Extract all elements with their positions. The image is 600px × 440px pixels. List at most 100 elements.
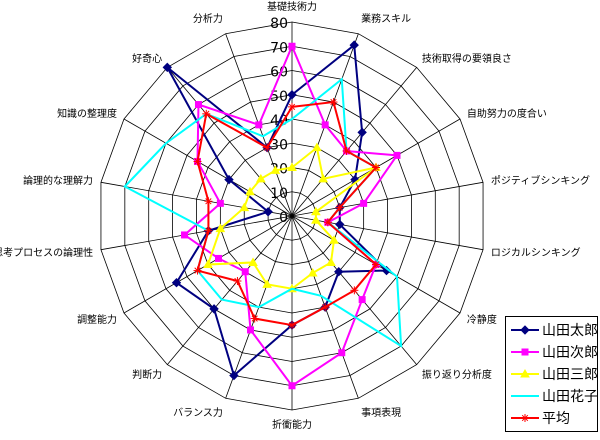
data-point xyxy=(329,235,339,244)
data-point xyxy=(263,207,273,217)
radar-grid xyxy=(100,21,484,411)
axis-label: 業務スキル xyxy=(361,12,411,25)
data-point xyxy=(229,370,239,381)
data-point xyxy=(245,186,255,196)
legend-marker-2 xyxy=(511,368,539,378)
legend-item-series-0: 山田太郎 xyxy=(510,319,598,341)
data-point xyxy=(270,165,281,174)
legend-item-series-2: 山田三郎 xyxy=(510,363,598,385)
data-point xyxy=(326,257,336,266)
data-point xyxy=(312,142,322,152)
data-point xyxy=(358,296,366,304)
data-point xyxy=(335,203,344,212)
data-point xyxy=(521,414,529,422)
data-point xyxy=(321,303,330,312)
data-point xyxy=(204,197,213,206)
data-point xyxy=(255,173,266,183)
data-point xyxy=(360,199,368,207)
data-point xyxy=(311,206,321,216)
axis-label: 分析力 xyxy=(193,12,223,25)
grid-spoke xyxy=(123,118,293,217)
legend-marker-3 xyxy=(511,395,539,397)
data-point xyxy=(181,231,189,239)
legend-label: 山田次郎 xyxy=(542,345,598,361)
data-point xyxy=(329,98,338,107)
tick-label: 10 xyxy=(270,186,288,202)
tick-label: 0 xyxy=(279,210,288,226)
data-point xyxy=(349,40,359,50)
data-point xyxy=(520,368,530,378)
data-point xyxy=(250,314,259,323)
axis-label: 思考プロセスの論理性 xyxy=(0,246,93,259)
axis-labels: 基礎技術力業務スキル技術取得の要領良さ自助努力の度合いポジティブシンキングロジカ… xyxy=(0,0,590,431)
axis-label: 自助努力の度合い xyxy=(467,107,547,120)
legend-marker-0 xyxy=(511,325,539,335)
data-point xyxy=(262,279,272,288)
data-point xyxy=(203,259,213,268)
data-point xyxy=(520,325,530,335)
legend-label: 山田太郎 xyxy=(542,323,598,339)
tick-label: 80 xyxy=(270,16,288,32)
data-point xyxy=(318,173,329,183)
legend-label: 山田花子 xyxy=(542,389,598,405)
axis-label: 折衝能力 xyxy=(272,418,312,431)
data-point xyxy=(288,102,296,111)
axis-label: ロジカルシンキング xyxy=(491,246,581,259)
data-point xyxy=(241,268,249,276)
data-point xyxy=(202,109,211,118)
axis-label: 冷静度 xyxy=(467,313,497,326)
data-point xyxy=(288,321,296,330)
axis-label: 論理的な理解力 xyxy=(23,174,93,187)
legend-label: 山田三郎 xyxy=(542,367,598,383)
data-point xyxy=(357,127,367,138)
axis-label: バランス力 xyxy=(173,406,223,419)
axis-label: 振り返り分析度 xyxy=(422,368,492,381)
data-point xyxy=(521,348,529,356)
data-point xyxy=(209,304,219,314)
axis-label: 判断力 xyxy=(132,368,162,381)
axis-label: 調整能力 xyxy=(77,313,117,326)
data-point xyxy=(204,226,213,235)
series-layer xyxy=(123,40,403,390)
data-point xyxy=(342,146,351,155)
legend-marker-4 xyxy=(511,414,539,422)
data-point xyxy=(247,326,255,334)
data-point xyxy=(287,162,297,171)
data-point xyxy=(214,254,222,262)
axis-label: ポジティブシンキング xyxy=(491,174,590,187)
legend: 山田太郎 山田次郎 山田三郎 山田花子 平均 xyxy=(505,316,598,432)
grid-spoke xyxy=(100,181,293,217)
data-point xyxy=(350,286,359,295)
data-point xyxy=(372,260,381,269)
data-point xyxy=(194,101,202,109)
series-4 xyxy=(193,98,381,330)
grid-spoke xyxy=(291,181,484,217)
data-point xyxy=(255,121,263,129)
data-point xyxy=(288,382,296,390)
data-point xyxy=(263,143,272,152)
data-point xyxy=(323,218,332,227)
data-point xyxy=(215,223,226,233)
tick-label: 30 xyxy=(270,137,288,153)
data-point xyxy=(162,62,173,73)
legend-item-series-1: 山田次郎 xyxy=(510,341,598,363)
data-point xyxy=(338,349,346,357)
legend-marker-1 xyxy=(511,348,539,356)
data-point xyxy=(372,163,381,172)
data-point xyxy=(307,267,318,277)
data-point xyxy=(193,266,202,275)
grid-spoke xyxy=(100,215,293,251)
data-point xyxy=(216,199,224,207)
axis-label: 事項表現 xyxy=(361,406,401,419)
data-point xyxy=(193,157,202,166)
grid-spoke xyxy=(166,215,293,365)
legend-item-series-3: 山田花子 xyxy=(510,385,598,407)
grid-spoke xyxy=(166,67,293,217)
data-point xyxy=(248,257,258,266)
tick-label: 70 xyxy=(270,40,288,56)
axis-label: 知識の整理度 xyxy=(57,107,117,120)
axis-label: 好奇心 xyxy=(132,52,162,65)
grid-spoke xyxy=(291,67,418,217)
